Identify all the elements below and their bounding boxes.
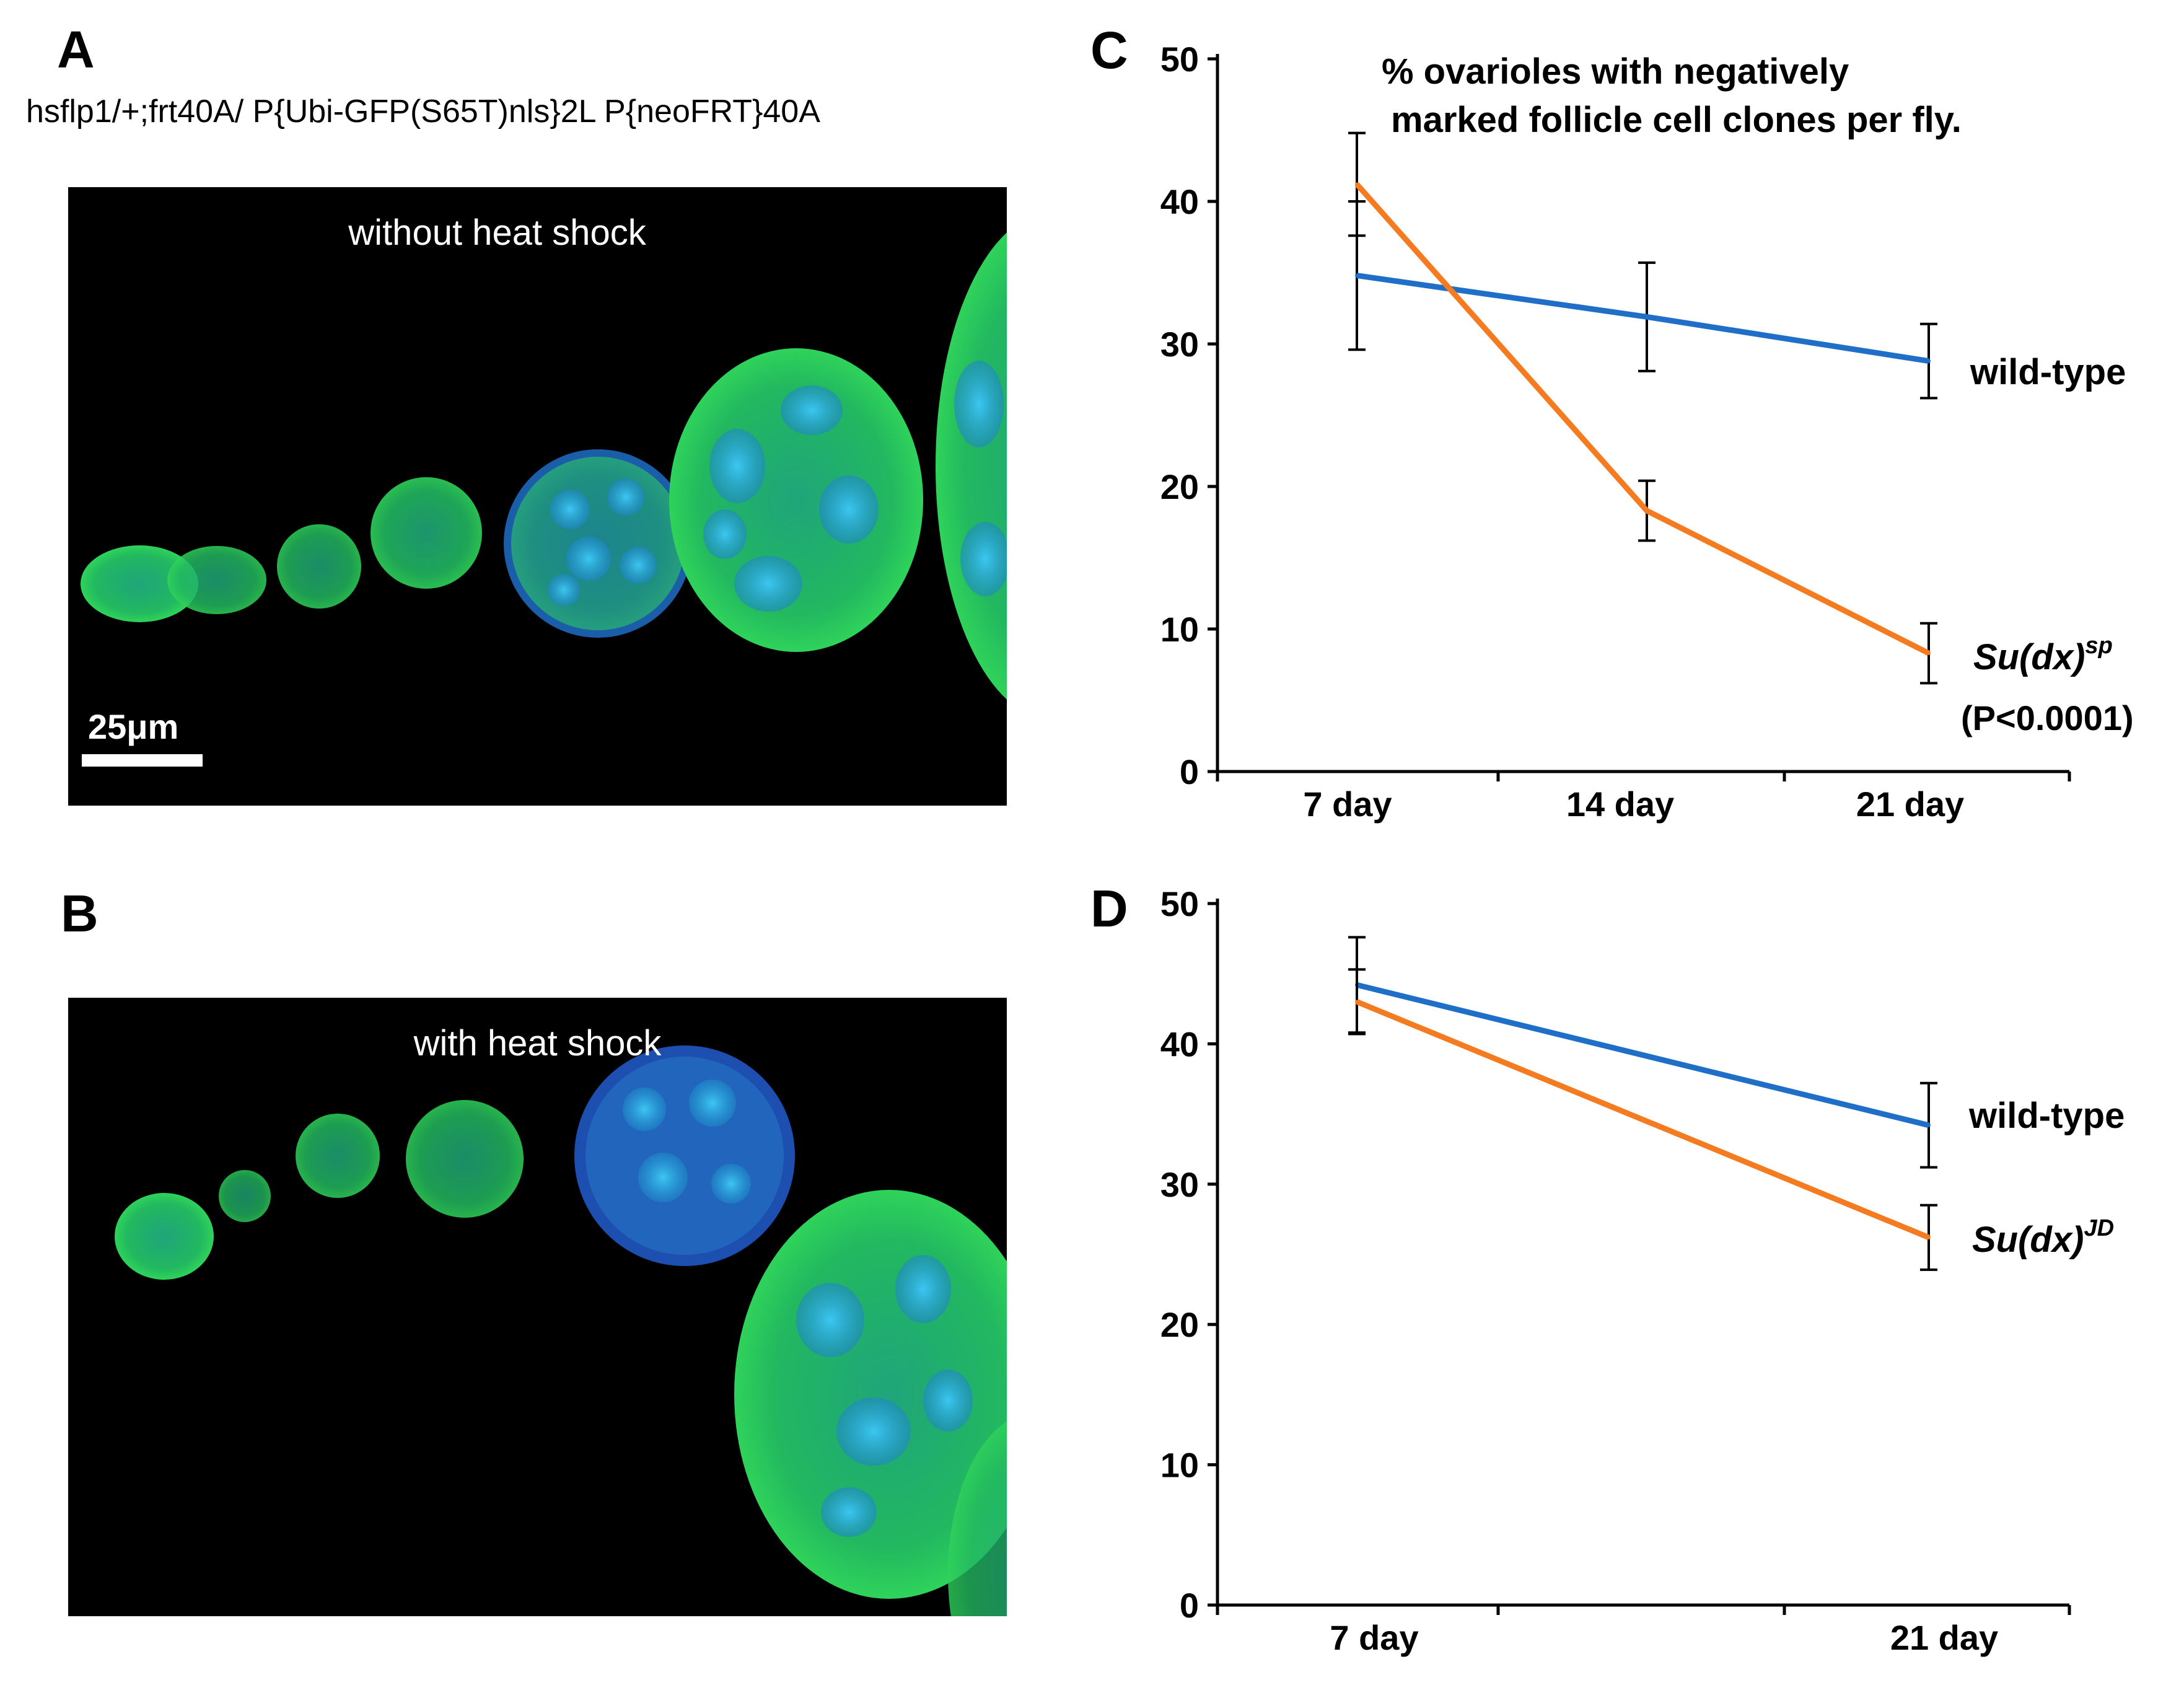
egg-chamber-a1 bbox=[81, 545, 266, 622]
y-tick-label: 30 bbox=[1160, 1165, 1199, 1204]
y-tick-label: 20 bbox=[1160, 1305, 1199, 1344]
data-point bbox=[1355, 1000, 1359, 1004]
series-label: wild-type bbox=[1970, 352, 2126, 392]
y-tick-label: 40 bbox=[1160, 1024, 1199, 1063]
data-point bbox=[1927, 1123, 1931, 1127]
egg-chamber-b3 bbox=[296, 1114, 380, 1198]
y-tick-label: 50 bbox=[1160, 40, 1199, 79]
x-tick-label: 14 day bbox=[1566, 785, 1674, 824]
y-tick-label: 50 bbox=[1160, 884, 1199, 923]
data-point bbox=[1927, 651, 1931, 656]
series-label: Su(dx)sp bbox=[1973, 633, 2113, 677]
y-tick-label: 20 bbox=[1160, 467, 1199, 506]
series-line-0 bbox=[1356, 273, 1929, 364]
panel-letter-d: D bbox=[1090, 879, 1128, 938]
chart-d: D 0 10 20 30 40 50 7 day 21 day wild-type Su(dx)JD bbox=[1090, 879, 2125, 1657]
genotype-label: hsflp1/+;frt40A/ P{Ubi-GFP(S65T)nls}2L P… bbox=[26, 94, 820, 130]
egg-chamber-b4 bbox=[406, 1100, 524, 1218]
series-line-1 bbox=[1354, 182, 1931, 656]
x-tick-label: 7 day bbox=[1303, 785, 1392, 824]
panel-letter-b: B bbox=[61, 884, 99, 943]
scale-bar bbox=[82, 754, 203, 767]
data-point bbox=[1355, 182, 1359, 187]
egg-chamber-a5 bbox=[669, 348, 923, 652]
egg-chamber-b2 bbox=[219, 1170, 271, 1222]
egg-chamber-b5 bbox=[574, 1045, 795, 1266]
y-tick-label: 0 bbox=[1180, 1586, 1199, 1625]
x-tick-label: 21 day bbox=[1890, 1618, 1998, 1657]
egg-chamber-a6 bbox=[936, 232, 1007, 700]
y-tick-label: 30 bbox=[1160, 325, 1199, 364]
series-label: Su(dx)JD bbox=[1972, 1215, 2114, 1260]
micrograph-b-title: with heat shock bbox=[413, 1023, 662, 1063]
data-point bbox=[1645, 315, 1649, 319]
egg-chamber-a3 bbox=[371, 477, 482, 589]
x-tick-label: 7 day bbox=[1330, 1618, 1418, 1657]
y-tick-label: 10 bbox=[1160, 1446, 1199, 1485]
panel-letter-a: A bbox=[57, 20, 95, 79]
x-tick-label: 21 day bbox=[1856, 785, 1964, 824]
chart-title: marked follicle cell clones per fly. bbox=[1391, 100, 1962, 140]
micrograph-a-image bbox=[81, 232, 1007, 700]
egg-chamber-a4 bbox=[504, 449, 692, 638]
egg-chamber-b6 bbox=[734, 1190, 1007, 1599]
micrograph-b-image bbox=[115, 1045, 1007, 1616]
egg-chamber-b1 bbox=[115, 1193, 214, 1280]
scale-bar-label: 25μm bbox=[88, 707, 179, 746]
chart-c: C 0 10 20 30 40 50 7 day 14 day 21 day % ovarioles… bbox=[1090, 21, 2134, 824]
data-point bbox=[1355, 273, 1359, 278]
y-tick-label: 10 bbox=[1160, 610, 1199, 649]
micrograph-b: with heat shock bbox=[68, 998, 1007, 1616]
egg-chamber-b7 bbox=[948, 1421, 1007, 1616]
egg-chamber-a2 bbox=[277, 524, 361, 609]
panel-letter-c: C bbox=[1090, 21, 1128, 79]
series-line-1 bbox=[1356, 999, 1930, 1240]
chart-title: % ovarioles with negatively bbox=[1382, 51, 1849, 92]
y-tick-label: 40 bbox=[1160, 182, 1199, 221]
data-point bbox=[1645, 509, 1649, 513]
micrograph-a: without heat shock 25μm bbox=[68, 187, 1007, 806]
y-tick-label: 0 bbox=[1180, 752, 1199, 791]
series-note: (P<0.0001) bbox=[1961, 698, 2134, 737]
data-point bbox=[1927, 359, 1931, 363]
series-label: wild-type bbox=[1968, 1096, 2125, 1136]
data-point bbox=[1927, 1235, 1931, 1239]
series-line-0 bbox=[1356, 982, 1930, 1128]
micrograph-a-title: without heat shock bbox=[348, 213, 646, 253]
